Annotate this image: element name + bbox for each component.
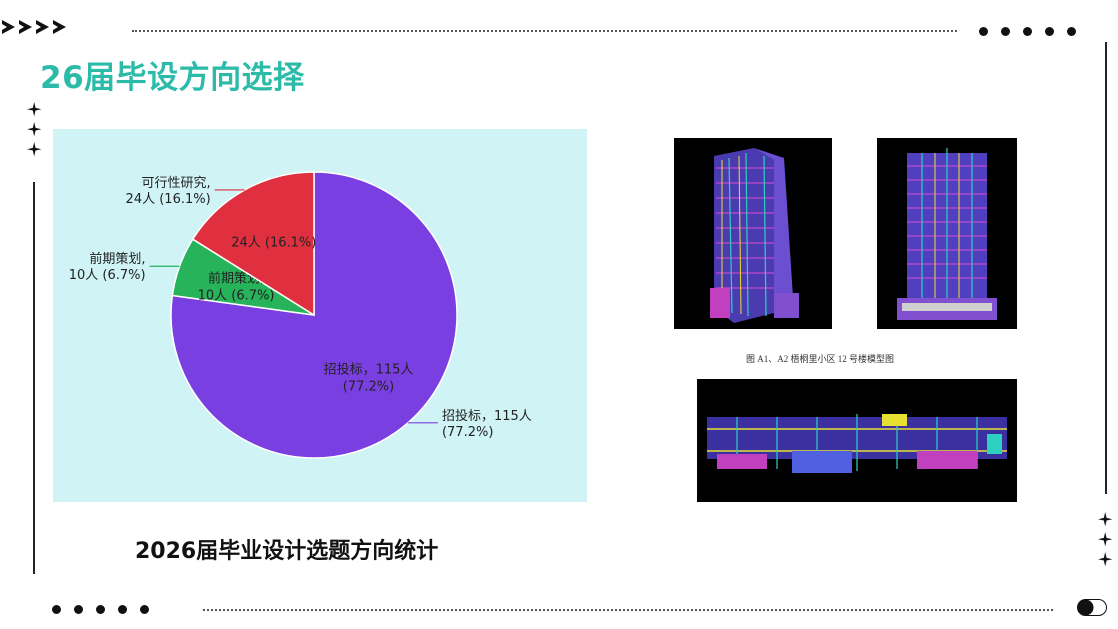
top-dots — [979, 27, 1076, 36]
slice-outer-label: 10人 (6.7%) — [69, 268, 146, 283]
arrow-icon — [53, 20, 66, 34]
building-plan-illustration — [707, 414, 1007, 473]
sparkle-icons-right — [1098, 512, 1113, 567]
building-model-image-a2 — [877, 138, 1017, 329]
left-vertical-line — [33, 182, 35, 574]
chart-caption: 2026届毕业设计选题方向统计 — [135, 539, 439, 564]
slice-inner-label: 10人 (6.7%) — [198, 289, 275, 304]
slice-outer-label: 前期策划, — [89, 251, 145, 267]
building-plan-image — [697, 379, 1017, 502]
bottom-dots — [52, 605, 149, 614]
decorative-arrows — [2, 20, 66, 34]
building-model-image-a1 — [674, 138, 832, 329]
slice-outer-label: 可行性研究, — [142, 176, 211, 191]
slice-inner-label: 24人 (16.1%) — [231, 235, 316, 250]
arrow-icon — [36, 20, 49, 34]
top-dotted-divider — [132, 30, 957, 32]
pie-chart: 招投标，115人(77.2%)招投标，115人(77.2%)前期策划,10人 (… — [69, 171, 532, 459]
right-vertical-line — [1105, 42, 1107, 494]
slice-inner-label: (77.2%) — [343, 380, 394, 395]
slice-outer-label: 24人 (16.1%) — [126, 192, 211, 207]
slice-outer-label: (77.2%) — [442, 425, 493, 440]
bottom-dotted-divider — [203, 609, 1053, 611]
arrow-icon — [2, 20, 15, 34]
sparkle-icons-left — [27, 102, 42, 157]
building-a1-illustration — [710, 148, 799, 323]
toggle-icon — [1077, 599, 1107, 616]
slide-title: 26届毕设方向选择 — [40, 60, 305, 96]
building-a2-illustration — [897, 148, 997, 320]
pie-chart-panel: 招投标，115人 (77.2%) 招投标，115人 (77.2%) 前期策划, 10人 (… — [53, 129, 587, 502]
pie-slice-2 — [191, 171, 315, 317]
slice-outer-label: 招投标，115人 — [442, 408, 532, 424]
arrow-icon — [19, 20, 32, 34]
image-caption: 图 A1、A2 梧桐里小区 12 号楼模型图 — [746, 354, 894, 364]
slice-inner-label: 招投标，115人 — [324, 362, 414, 378]
